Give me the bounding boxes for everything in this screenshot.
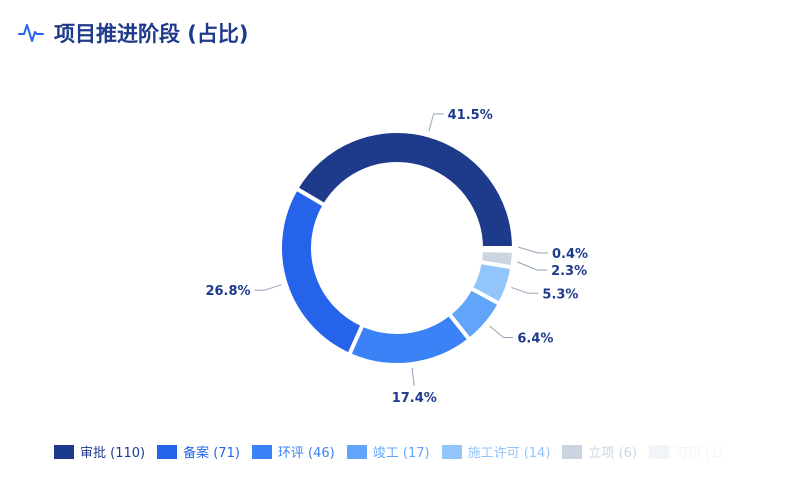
leader-line (254, 284, 282, 291)
legend-item[interactable]: 立项 (6) (562, 442, 637, 461)
data-label: 26.8% (205, 284, 250, 299)
legend: 审批 (110) 备案 (71) 环评 (46) 竣工 (17) 施工许可 (14) 立项… (54, 442, 724, 461)
legend-swatch (562, 444, 583, 459)
leader-line (489, 325, 514, 338)
legend-label: 可研 (1) (674, 446, 724, 461)
data-label: 6.4% (517, 331, 553, 346)
legend-item[interactable]: 竣工 (17) (346, 442, 430, 461)
slice-可研[interactable] (478, 246, 517, 253)
activity-icon (18, 24, 44, 42)
leader-line (511, 286, 539, 294)
title-text: 项目推进阶段 (占比) (54, 22, 249, 46)
slice-备案[interactable] (278, 185, 366, 358)
chart-title: 项目推进阶段 (占比) (18, 18, 249, 48)
legend-label: 审批 (110) (80, 446, 146, 461)
legend-item[interactable]: 施工许可 (14) (441, 442, 551, 461)
leader-line (428, 113, 444, 132)
data-label: 2.3% (551, 264, 587, 279)
legend-item[interactable]: 备案 (71) (157, 442, 240, 461)
legend-swatch (157, 444, 178, 459)
legend-label: 立项 (6) (588, 446, 637, 461)
legend-item[interactable]: 环评 (46) (251, 442, 335, 461)
legend-label: 环评 (46) (277, 446, 335, 461)
legend-item[interactable]: 可研 (1) (648, 442, 724, 461)
legend-label: 备案 (71) (183, 446, 240, 461)
leader-line (411, 368, 415, 386)
legend-item[interactable]: 审批 (110) (54, 442, 145, 461)
leader-line (517, 261, 548, 271)
data-label: 17.4% (392, 391, 437, 406)
legend-label: 竣工 (17) (372, 446, 430, 461)
legend-label: 施工许可 (14) (467, 446, 551, 461)
legend-swatch (251, 444, 272, 459)
data-label: 0.4% (552, 247, 588, 262)
slice-审批[interactable] (293, 129, 517, 250)
slice-环评[interactable] (346, 311, 473, 367)
leader-line (517, 246, 548, 254)
data-label: 41.5% (448, 108, 493, 123)
legend-swatch (54, 444, 74, 459)
legend-swatch (648, 444, 669, 459)
legend-swatch (441, 444, 462, 459)
donut-chart: 41.5% 26.8% 17.4% 6.4% 5.3% 2.3% 0.4% (205, 108, 588, 406)
legend-swatch (346, 444, 367, 459)
data-label: 5.3% (542, 287, 578, 302)
